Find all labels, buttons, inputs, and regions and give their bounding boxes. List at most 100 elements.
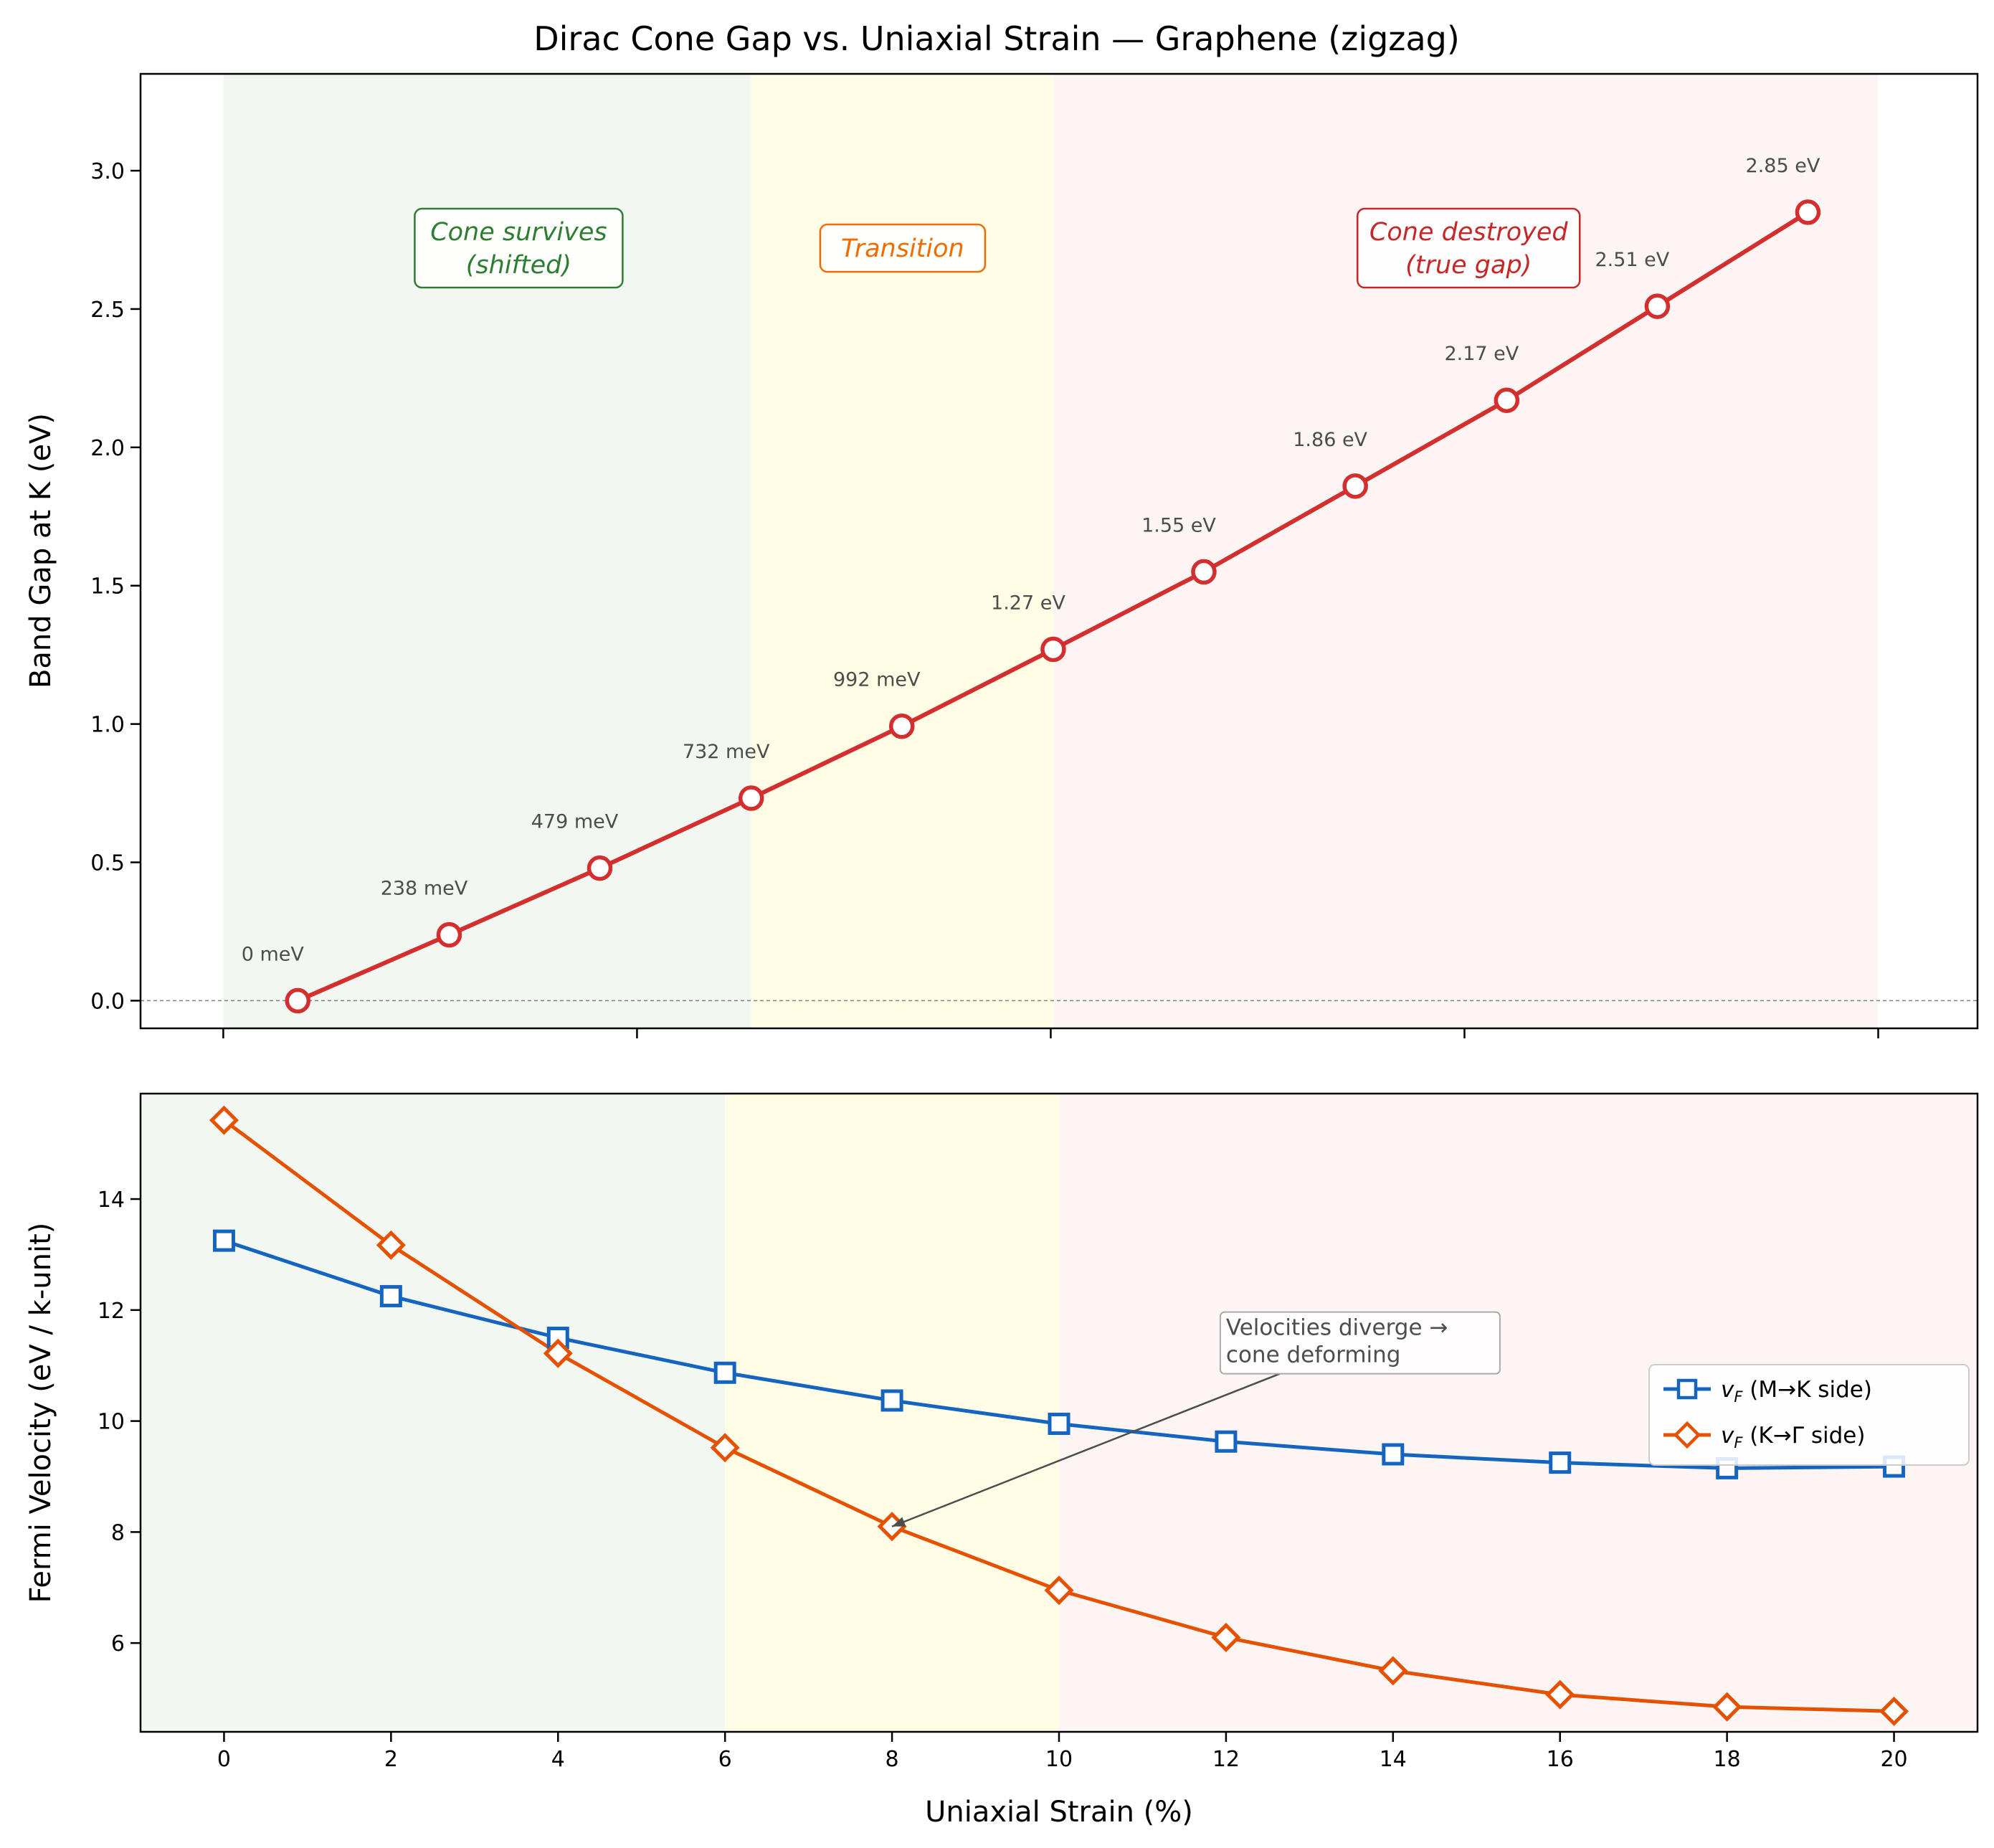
gap-y-tick-label: 0.0 — [90, 989, 125, 1014]
gap-data-label: 992 meV — [833, 669, 921, 691]
velocity-region-1 — [725, 1094, 1059, 1732]
gap-data-labels: 0 meV 238 meV 479 meV 732 meV 992 meV 1.27 eV… — [242, 155, 1820, 966]
vf-mk-point — [546, 1327, 569, 1350]
velocity-y-axis-label: Fermi Velocity (eV / k-unit) — [24, 1223, 57, 1603]
velocity-x-tick-label: 8 — [886, 1747, 899, 1772]
region-label-box — [819, 223, 987, 273]
region-label-line-1: Cone destroyed — [1369, 218, 1568, 247]
vf-mk-point — [379, 1284, 402, 1307]
gap-data-label: 2.51 eV — [1595, 249, 1669, 271]
vf-kg-point — [1879, 1696, 1909, 1726]
legend-entry-kg: vF (K→Γ side) — [1721, 1423, 1865, 1451]
gap-markers — [285, 199, 1821, 1014]
gap-data-label: 2.17 eV — [1444, 343, 1519, 365]
gap-plot-frame — [139, 72, 1979, 1030]
velocity-y-tick-label: 10 — [98, 1410, 125, 1435]
legend-box — [1648, 1364, 1970, 1466]
region-label-box — [1357, 207, 1581, 289]
vf-mk-point — [713, 1361, 736, 1384]
velocity-regions — [141, 1094, 1978, 1732]
vf-kg-point — [1712, 1692, 1742, 1722]
gap-data-label: 2.85 eV — [1746, 155, 1820, 177]
gap-point — [1494, 387, 1520, 413]
vf-mk-point — [1549, 1451, 1572, 1474]
velocity-x-tick-label: 4 — [551, 1747, 565, 1772]
gap-y-tick-label: 2.0 — [90, 436, 125, 461]
velocity-y-tick-label: 12 — [98, 1299, 125, 1324]
legend-sub-mk: F — [1734, 1388, 1743, 1406]
vf-kg-point — [1044, 1575, 1074, 1606]
gap-point — [1040, 636, 1066, 663]
vf-kg-point — [376, 1230, 406, 1260]
legend-sub-kg: F — [1734, 1434, 1743, 1451]
vf-kg-point — [209, 1105, 239, 1135]
annotation-line-1: Velocities diverge → — [1226, 1315, 1448, 1341]
vf-kg-point — [1545, 1679, 1575, 1710]
gap-data-label: 732 meV — [683, 741, 770, 763]
vf-kg-point — [1211, 1622, 1241, 1652]
gap-x-ticks — [222, 1028, 1879, 1038]
legend-marker-diamond — [1673, 1421, 1701, 1449]
gap-data-label: 238 meV — [381, 878, 468, 900]
annotation-line-2: cone deforming — [1226, 1342, 1401, 1368]
vf-mk-point — [880, 1389, 903, 1412]
gap-region-1 — [751, 74, 1053, 1028]
velocity-x-tick-label: 10 — [1045, 1747, 1073, 1772]
gap-panel: 0 meV 238 meV 479 meV 732 meV 992 meV 1.27 eV… — [24, 72, 1979, 1038]
velocity-x-tick-label: 12 — [1212, 1747, 1240, 1772]
legend-text-kg: (K→Γ side) — [1742, 1423, 1865, 1449]
region-label-line-1: Transition — [841, 234, 964, 263]
gap-point — [888, 713, 915, 739]
chart-title: Dirac Cone Gap vs. Uniaxial Strain — Gra… — [533, 19, 1460, 58]
divergence-annotation: Velocities diverge → cone deforming — [891, 1311, 1501, 1527]
vf-kg-point — [710, 1433, 740, 1463]
velocity-y-tick-label: 6 — [111, 1631, 125, 1657]
vf-mk-point — [1215, 1430, 1238, 1453]
gap-data-label: 1.86 eV — [1293, 429, 1367, 451]
region-labels: Cone survives (shifted) Transition Cone des… — [414, 207, 1581, 289]
vf-kg-point — [1378, 1656, 1408, 1686]
gap-data-label: 1.55 eV — [1141, 514, 1216, 536]
gap-y-axis-label: Band Gap at K (eV) — [24, 413, 57, 688]
gap-data-label: 0 meV — [242, 943, 305, 965]
velocity-x-tick-label: 14 — [1380, 1747, 1407, 1772]
gap-point — [285, 987, 311, 1014]
gap-y-tick-label: 1.5 — [90, 574, 125, 600]
vf-mk-point — [1382, 1443, 1405, 1466]
velocity-y-ticks: 6 8 10 12 14 — [98, 1188, 141, 1657]
gap-y-tick-label: 2.5 — [90, 298, 125, 323]
velocity-panel: Velocities diverge → cone deforming 0 2 4 6… — [24, 1092, 1979, 1829]
gap-y-tick-label: 1.0 — [90, 713, 125, 738]
velocity-y-tick-label: 8 — [111, 1520, 125, 1545]
gap-y-tick-label: 0.5 — [90, 851, 125, 876]
velocity-x-tick-label: 2 — [384, 1747, 398, 1772]
velocity-x-tick-label: 18 — [1714, 1747, 1741, 1772]
region-label-box — [414, 207, 624, 289]
legend-text-mk: (M→K side) — [1742, 1377, 1871, 1403]
region-label-line-1: Cone survives — [430, 218, 607, 247]
gap-point — [1191, 559, 1217, 585]
region-label-line-2: (shifted) — [466, 251, 571, 280]
gap-point — [436, 921, 462, 948]
velocity-x-tick-label: 0 — [217, 1747, 231, 1772]
gap-data-label: 479 meV — [531, 811, 619, 833]
x-axis-label: Uniaxial Strain (%) — [925, 1796, 1193, 1829]
gap-y-ticks: 0.0 0.5 1.0 1.5 2.0 2.5 3.0 — [90, 159, 141, 1014]
annotation-arrowhead — [892, 1517, 906, 1527]
region-label-line-2: (true gap) — [1405, 251, 1532, 280]
annotation-box — [1219, 1311, 1501, 1375]
vf-kg-point — [543, 1338, 573, 1368]
velocity-x-tick-label: 20 — [1880, 1747, 1907, 1772]
legend: vF (M→K side) vF (K→Γ side) — [1648, 1364, 1970, 1466]
velocity-x-ticks: 0 2 4 6 8 10 12 14 16 18 20 — [217, 1732, 1908, 1772]
vf-mk-point — [1048, 1412, 1070, 1435]
vf-mk-point — [212, 1229, 235, 1252]
velocity-markers — [209, 1105, 1909, 1726]
gap-point — [738, 785, 764, 811]
annotation-arrow — [891, 1373, 1281, 1527]
gap-point — [587, 855, 613, 881]
velocity-y-tick-label: 14 — [98, 1188, 125, 1213]
gap-point — [1342, 473, 1368, 499]
legend-marker-square — [1676, 1378, 1698, 1400]
